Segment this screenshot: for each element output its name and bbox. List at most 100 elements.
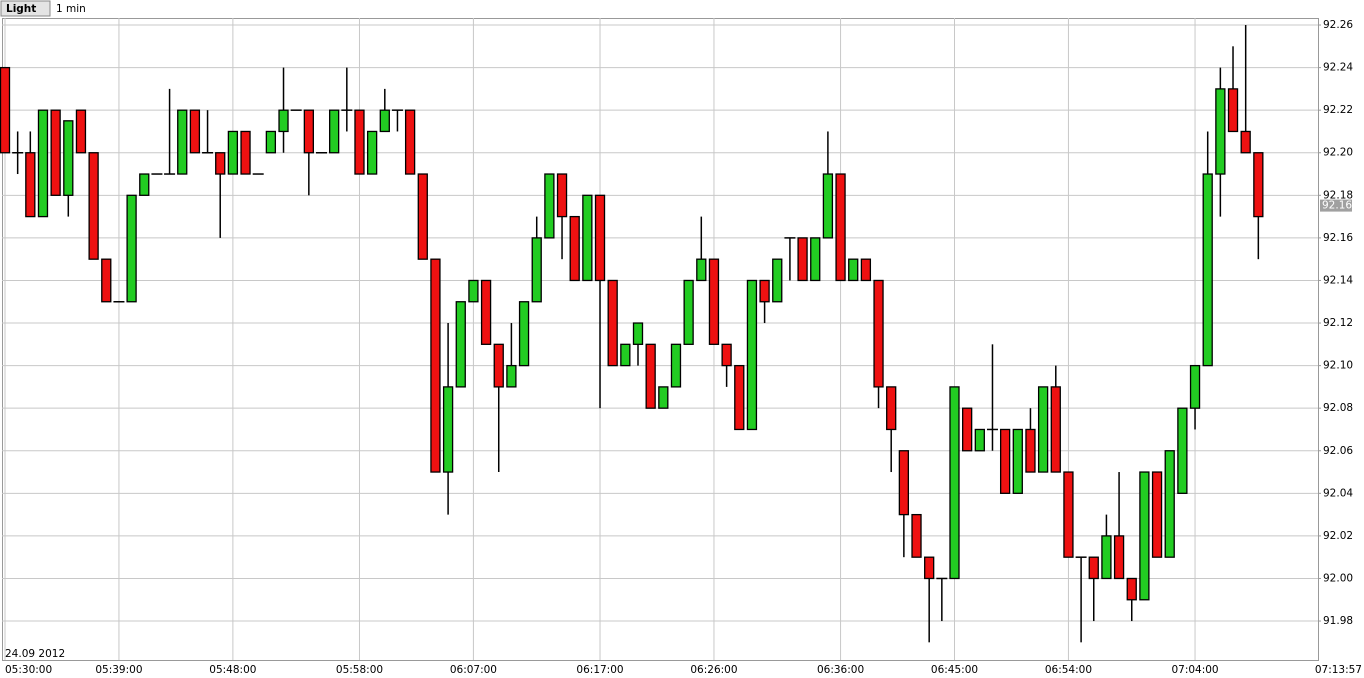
- candle-body: [620, 343, 631, 367]
- candle-body: [404, 109, 416, 175]
- date-label: 24.09 2012: [5, 648, 65, 660]
- x-tick-label: 05:58:00: [336, 664, 383, 676]
- y-tick-label: 92.24: [1323, 62, 1353, 74]
- candle-body: [974, 428, 985, 452]
- candle-body: [810, 237, 821, 282]
- candle-body: [366, 130, 378, 175]
- y-tick-label: 92.06: [1323, 445, 1353, 457]
- candle-body: [215, 152, 226, 175]
- candle-body: [417, 173, 428, 260]
- candle-body: [797, 237, 808, 282]
- candle-body: [37, 109, 49, 218]
- candle-body: [721, 343, 732, 367]
- candle-body: [25, 152, 36, 218]
- y-tick-label: 92.16: [1323, 232, 1353, 244]
- candle-body: [189, 109, 201, 154]
- x-tick-label: 06:45:00: [931, 664, 978, 676]
- candle-body: [1113, 535, 1125, 580]
- candle-body: [1151, 471, 1163, 558]
- candle-body: [1227, 88, 1239, 133]
- candle-body: [518, 301, 530, 367]
- x-end-label: 07:13:57: [1315, 664, 1362, 676]
- candle-body: [1189, 364, 1201, 409]
- y-tick-label: 91.98: [1323, 615, 1353, 627]
- y-tick-label: 92.22: [1323, 104, 1353, 116]
- candle-body: [886, 386, 897, 431]
- candle-body: [645, 343, 656, 409]
- candle-body: [848, 258, 859, 282]
- candle-body: [1202, 173, 1213, 367]
- candle-body: [468, 279, 479, 303]
- current-price-label: 92.16: [1322, 200, 1352, 212]
- candle-body: [911, 513, 922, 558]
- candle-body: [480, 279, 492, 345]
- candle-body: [506, 364, 517, 388]
- y-tick-label: 92.26: [1323, 19, 1353, 31]
- candle-body: [126, 194, 137, 303]
- candle-body: [632, 322, 644, 345]
- candle-body: [759, 279, 770, 303]
- candle-body: [1164, 450, 1175, 558]
- candle-body: [898, 450, 910, 516]
- candle-body: [873, 279, 884, 388]
- candle-body: [1063, 471, 1074, 558]
- candle-body: [455, 301, 466, 388]
- candle-body: [329, 109, 340, 154]
- candle-body: [0, 66, 11, 154]
- x-tick-label: 06:17:00: [576, 664, 623, 676]
- x-tick-label: 05:39:00: [95, 664, 142, 676]
- candle-body: [227, 130, 239, 175]
- candle-body: [708, 258, 720, 345]
- y-tick-label: 92.14: [1323, 274, 1353, 286]
- candle-body: [962, 407, 973, 452]
- candle-body: [1037, 386, 1049, 473]
- candle-body: [556, 173, 568, 218]
- candle-body: [177, 109, 188, 175]
- candle-body: [1088, 556, 1099, 580]
- candle-body: [531, 237, 542, 303]
- candle-body: [1050, 386, 1061, 473]
- candle-body: [860, 258, 872, 282]
- y-tick-label: 92.18: [1323, 189, 1353, 201]
- candle-body: [582, 194, 593, 282]
- candle-body: [670, 343, 682, 388]
- x-tick-label: 06:54:00: [1045, 664, 1092, 676]
- period-button[interactable]: [0, 0, 51, 17]
- candle-body: [63, 120, 74, 196]
- candle-body: [999, 428, 1011, 494]
- candle-body: [734, 364, 745, 431]
- candle-body: [430, 258, 441, 473]
- candle-body: [88, 152, 99, 260]
- candle-body: [696, 258, 707, 282]
- plot-frame: [2, 18, 1319, 661]
- x-tick-label: 05:30:00: [5, 664, 52, 676]
- candle-body: [569, 215, 580, 282]
- candle-body: [746, 279, 758, 431]
- candle-body: [1215, 88, 1226, 175]
- candle-body: [1101, 535, 1112, 580]
- candle-body: [1139, 471, 1150, 601]
- y-tick-label: 92.12: [1323, 317, 1353, 329]
- candle-body: [683, 279, 694, 345]
- candle-body: [75, 109, 87, 154]
- candle-body: [139, 173, 150, 196]
- candle-body: [354, 109, 365, 175]
- candle-body: [303, 109, 314, 154]
- candle-body: [1240, 130, 1251, 154]
- period-label: 1 min: [56, 3, 86, 15]
- y-tick-label: 92.08: [1323, 402, 1353, 414]
- x-tick-label: 05:48:00: [209, 664, 256, 676]
- candle-body: [278, 109, 289, 133]
- y-tick-label: 92.02: [1323, 530, 1353, 542]
- current-price-tag: [1320, 199, 1352, 212]
- y-tick-label: 92.20: [1323, 147, 1353, 159]
- candle-body: [544, 173, 555, 239]
- candle-body: [835, 173, 846, 282]
- candle-body: [772, 258, 783, 303]
- x-tick-label: 07:04:00: [1171, 664, 1218, 676]
- candle-body: [1177, 407, 1188, 494]
- period-button-label[interactable]: Light: [6, 3, 36, 15]
- y-tick-label: 92.04: [1323, 487, 1353, 499]
- candle-body: [949, 386, 960, 580]
